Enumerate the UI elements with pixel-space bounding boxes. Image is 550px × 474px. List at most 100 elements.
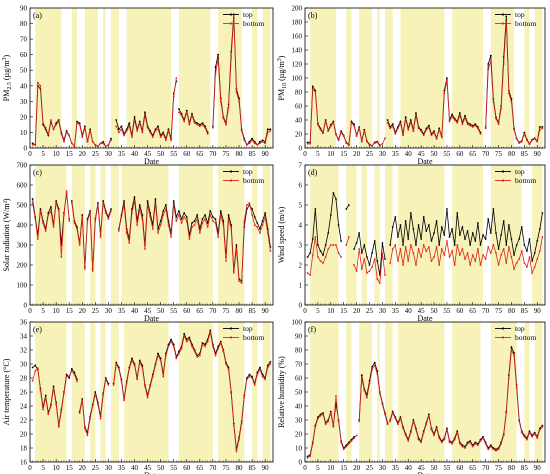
data-point — [89, 210, 91, 212]
data-point — [363, 258, 366, 260]
data-point — [68, 377, 71, 379]
data-point — [427, 224, 430, 226]
x-tick-label: 25 — [92, 150, 100, 158]
data-point — [70, 370, 73, 372]
x-tick-label: 30 — [105, 307, 113, 315]
data-point — [225, 363, 227, 365]
x-tick-label: 90 — [534, 307, 542, 315]
legend-label: bottom — [243, 19, 264, 28]
data-point — [269, 128, 272, 131]
data-point — [474, 441, 477, 444]
data-point — [31, 143, 34, 146]
y-tick-label: 28 — [20, 375, 28, 383]
x-tick-label: 45 — [418, 307, 426, 315]
x-tick-label: 10 — [53, 464, 61, 472]
data-point — [376, 372, 379, 375]
series-line — [358, 364, 388, 425]
x-tick-label: 85 — [249, 307, 257, 315]
x-tick-label: 75 — [495, 150, 503, 158]
data-point — [214, 66, 217, 69]
data-point — [329, 125, 332, 128]
data-point — [340, 131, 343, 134]
data-point — [65, 129, 68, 132]
data-point — [185, 220, 188, 222]
data-point — [99, 417, 102, 420]
data-point — [412, 419, 415, 421]
legend-marker — [229, 13, 233, 16]
x-tick-label: 55 — [170, 307, 178, 315]
x-tick-label: 15 — [66, 307, 74, 315]
data-point — [363, 130, 366, 133]
data-point — [44, 396, 47, 399]
data-point — [399, 416, 402, 419]
data-point — [131, 357, 133, 360]
data-point — [188, 123, 191, 126]
data-point — [146, 396, 149, 399]
x-tick-label: 40 — [405, 307, 413, 315]
x-tick-label: 55 — [443, 150, 451, 158]
x-tick-label: 15 — [340, 307, 348, 315]
y-tick-label: 20 — [295, 131, 303, 139]
data-point — [167, 345, 170, 348]
shaded-band — [534, 8, 543, 148]
data-point — [86, 220, 89, 222]
data-point — [397, 423, 399, 426]
data-point — [448, 236, 451, 238]
data-point — [157, 354, 159, 357]
data-point — [495, 252, 497, 254]
data-point — [425, 230, 428, 232]
panel-tag: (a) — [33, 11, 42, 20]
data-point — [94, 143, 97, 146]
y-tick-label: 50 — [295, 389, 303, 397]
panel-f: 0 5 10 15 20 25 30 35 40 45 50 55 60 65 70 75 80 85 90 0 10 2… — [277, 319, 546, 474]
data-point — [76, 120, 78, 123]
panel-d: 0 5 10 15 20 25 30 35 40 45 50 55 60 65 70 75 80 85 900123… — [277, 162, 546, 323]
data-point — [230, 56, 233, 59]
data-point — [427, 126, 430, 129]
data-point — [235, 91, 238, 93]
data-point — [123, 204, 125, 206]
data-point — [42, 222, 44, 224]
data-point — [183, 335, 186, 337]
data-point — [164, 208, 167, 210]
data-point — [399, 120, 402, 123]
data-point — [366, 140, 368, 143]
data-point — [420, 130, 423, 133]
data-point — [526, 438, 528, 441]
data-point — [104, 378, 107, 381]
data-point — [151, 228, 154, 230]
data-point — [324, 120, 327, 123]
data-point — [133, 200, 136, 202]
data-point — [99, 236, 102, 238]
shaded-band — [532, 165, 543, 305]
data-point — [31, 379, 34, 382]
data-point — [94, 393, 97, 395]
data-point — [526, 139, 528, 142]
data-point — [487, 218, 490, 220]
data-point — [484, 238, 487, 240]
data-point — [466, 442, 469, 445]
data-point — [306, 272, 309, 274]
y-tick-label: 60 — [295, 375, 303, 383]
x-tick-label: 80 — [236, 464, 244, 472]
y-tick-label: 30 — [20, 361, 28, 369]
data-point — [507, 224, 510, 226]
data-point — [412, 252, 415, 254]
x-tick-label: 60 — [456, 464, 464, 472]
data-point — [151, 136, 154, 139]
data-point — [451, 115, 453, 118]
data-point — [515, 386, 518, 389]
panels: 0 5 10 15 20 25 30 35 40 45 50 55 60 65 70 75 80 85 900102… — [2, 5, 546, 474]
data-point — [389, 244, 392, 246]
data-point — [451, 250, 453, 252]
shaded-band — [359, 8, 373, 148]
data-point — [191, 114, 193, 117]
data-point — [180, 218, 183, 220]
data-point — [162, 131, 165, 134]
data-point — [402, 264, 404, 266]
data-point — [78, 122, 81, 125]
y-tick-label: 32 — [20, 347, 28, 355]
data-point — [102, 394, 105, 397]
data-point — [217, 347, 220, 350]
data-point — [477, 248, 479, 250]
